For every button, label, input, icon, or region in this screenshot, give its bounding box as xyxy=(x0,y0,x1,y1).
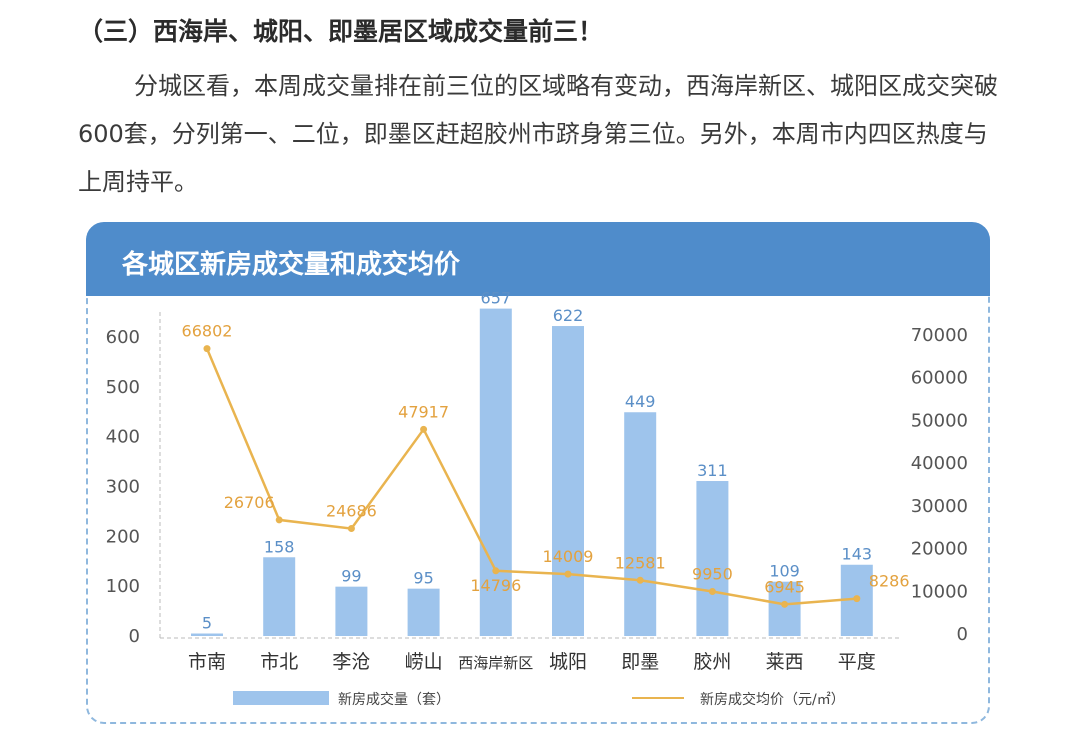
bar xyxy=(263,557,296,636)
bar-data-label: 622 xyxy=(553,306,584,325)
bar-data-label: 99 xyxy=(341,567,361,586)
line-point xyxy=(636,576,644,584)
left-tick-label: 0 xyxy=(129,626,140,647)
line-data-label: 9950 xyxy=(692,564,733,583)
bar xyxy=(624,412,657,636)
line-data-label: 24686 xyxy=(326,502,377,521)
section-heading: （三）西海岸、城阳、即墨居区域成交量前三！ xyxy=(78,17,604,46)
chart-header-bar xyxy=(86,222,990,296)
x-tick-label: 崂山 xyxy=(405,651,443,673)
legend-bar-swatch xyxy=(233,691,329,705)
line-data-label: 14009 xyxy=(543,547,594,566)
legend-bar-label: 新房成交量（套） xyxy=(338,692,450,708)
body-paragraph: 分城区看，本周成交量排在前三位的区域略有变动，西海岸新区、城阳区成交突破600套… xyxy=(78,72,998,196)
legend-line-swatch xyxy=(632,697,684,699)
line-point xyxy=(708,587,716,595)
price-line xyxy=(205,348,857,606)
bar-data-label: 158 xyxy=(264,537,295,556)
x-tick-label: 即墨 xyxy=(621,651,659,673)
line-point xyxy=(420,425,428,433)
line-data-label: 26706 xyxy=(224,493,275,512)
line-data-label: 6945 xyxy=(764,577,805,596)
bar-data-label: 95 xyxy=(413,569,433,588)
bar-data-label: 657 xyxy=(481,289,512,308)
chart-title: 各城区新房成交量和成交均价 xyxy=(122,250,461,280)
left-tick-label: 400 xyxy=(106,427,140,448)
right-tick-label: 70000 xyxy=(911,325,968,346)
right-tick-label: 30000 xyxy=(911,496,968,517)
bar-data-label: 143 xyxy=(842,545,873,564)
right-tick-label: 60000 xyxy=(911,368,968,389)
right-tick-label: 40000 xyxy=(911,453,968,474)
right-tick-label: 0 xyxy=(957,624,968,645)
bar xyxy=(552,326,584,636)
line-point xyxy=(203,345,211,353)
line-point xyxy=(347,525,355,533)
bar xyxy=(768,581,801,636)
x-tick-label: 市南 xyxy=(188,651,226,673)
bar-data-label: 109 xyxy=(769,562,800,581)
line-data-label: 8286 xyxy=(869,572,910,591)
line-data-label: 12581 xyxy=(615,553,666,572)
bar xyxy=(191,633,223,636)
bar xyxy=(407,588,440,636)
left-tick-label: 600 xyxy=(106,327,140,348)
right-tick-label: 20000 xyxy=(911,539,968,560)
x-tick-label: 李沧 xyxy=(332,651,370,673)
x-tick-label: 平度 xyxy=(838,651,876,673)
bar xyxy=(335,586,368,636)
x-tick-label: 莱西 xyxy=(766,651,804,673)
right-tick-label: 10000 xyxy=(911,581,968,602)
line-data-label: 66802 xyxy=(182,322,233,341)
x-tick-label: 城阳 xyxy=(549,651,587,673)
line-data-label: 14796 xyxy=(470,576,521,595)
line-point xyxy=(853,595,861,603)
line-point xyxy=(781,600,789,608)
x-tick-label: 市北 xyxy=(260,651,298,673)
x-tick-label: 西海岸新区 xyxy=(458,654,533,672)
line-point xyxy=(564,570,572,578)
line-point xyxy=(275,516,283,524)
line-point xyxy=(492,567,500,575)
left-tick-label: 200 xyxy=(106,526,140,547)
line-data-label: 47917 xyxy=(398,402,449,421)
left-tick-label: 100 xyxy=(106,576,140,597)
legend-line-label: 新房成交均价（元/㎡） xyxy=(700,692,845,708)
bar xyxy=(696,481,729,636)
right-tick-label: 50000 xyxy=(911,410,968,431)
bar-data-label: 5 xyxy=(202,614,212,633)
bar xyxy=(479,308,512,636)
x-tick-label: 胶州 xyxy=(693,651,731,673)
left-tick-label: 500 xyxy=(106,377,140,398)
left-tick-label: 300 xyxy=(106,477,140,498)
bar-data-label: 449 xyxy=(625,392,656,411)
bar-data-label: 311 xyxy=(697,461,728,480)
